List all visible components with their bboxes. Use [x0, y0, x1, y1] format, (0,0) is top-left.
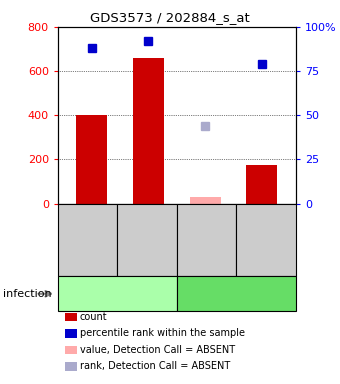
Bar	[133, 58, 164, 204]
Text: value, Detection Call = ABSENT: value, Detection Call = ABSENT	[80, 345, 235, 355]
Bar	[246, 165, 277, 204]
Text: C. pneumonia: C. pneumonia	[79, 289, 156, 299]
Text: percentile rank within the sample: percentile rank within the sample	[80, 328, 245, 338]
Bar	[190, 197, 221, 204]
Text: GSM321606: GSM321606	[261, 213, 271, 267]
Text: count: count	[80, 312, 107, 322]
Text: GSM321605: GSM321605	[202, 213, 211, 267]
Text: infection: infection	[3, 289, 52, 299]
Text: GSM321607: GSM321607	[83, 213, 92, 267]
Text: GSM321608: GSM321608	[142, 213, 152, 267]
Bar	[76, 115, 107, 204]
Text: rank, Detection Call = ABSENT: rank, Detection Call = ABSENT	[80, 361, 230, 371]
Text: GDS3573 / 202884_s_at: GDS3573 / 202884_s_at	[90, 12, 250, 25]
Text: control: control	[217, 289, 256, 299]
